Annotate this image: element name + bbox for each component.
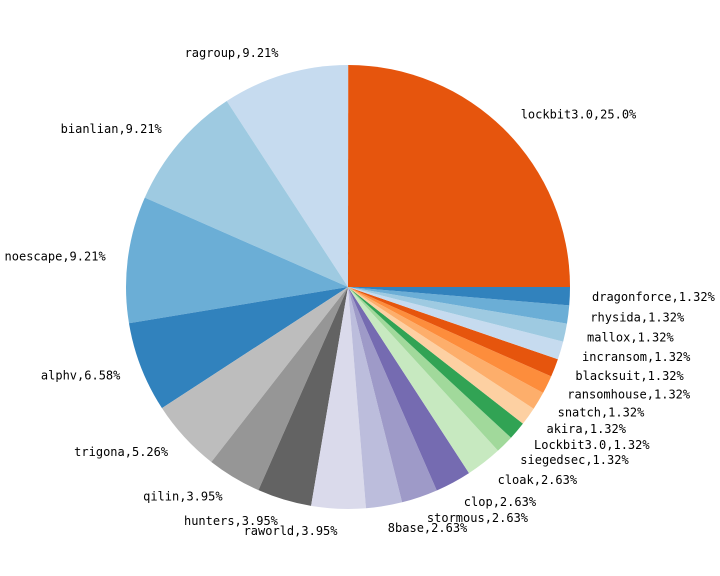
pie-slices bbox=[126, 64, 570, 509]
slice-label: ransomhouse,1.32% bbox=[567, 388, 691, 402]
pie-slice bbox=[128, 287, 348, 409]
slice-label: bianlian,9.21% bbox=[61, 122, 163, 136]
pie-slice bbox=[311, 287, 366, 509]
pie-slice bbox=[258, 287, 348, 506]
slice-label: qilin,3.95% bbox=[143, 490, 223, 504]
pie-slice bbox=[348, 287, 470, 491]
slice-label: hunters,3.95% bbox=[184, 514, 279, 528]
pie-slice bbox=[348, 287, 512, 451]
slice-label: cloak,2.63% bbox=[498, 473, 578, 487]
pie-slice bbox=[211, 287, 348, 491]
pie-slice bbox=[126, 197, 348, 324]
slice-label: trigona,5.26% bbox=[74, 445, 169, 459]
pie-slice bbox=[348, 287, 498, 474]
pie-slice bbox=[348, 287, 570, 306]
pie-slice bbox=[144, 101, 348, 287]
slice-label: mallox,1.32% bbox=[587, 330, 674, 344]
slice-label: Lockbit3.0,1.32% bbox=[534, 438, 650, 452]
pie-slice bbox=[348, 287, 558, 377]
pie-slice bbox=[348, 65, 570, 287]
slice-label: stormous,2.63% bbox=[427, 511, 529, 525]
slice-label: incransom,1.32% bbox=[582, 350, 691, 364]
slice-label: noescape,9.21% bbox=[5, 250, 107, 264]
slice-label: raworld,3.95% bbox=[244, 524, 339, 538]
pie-slice bbox=[348, 287, 544, 409]
pie-slice bbox=[161, 287, 348, 462]
pie-slice bbox=[348, 287, 567, 342]
slice-label: clop,2.63% bbox=[464, 495, 537, 509]
pie-labels: lockbit3.0,25.0% ragroup,9.21% bianlian,9.… bbox=[5, 46, 716, 538]
slice-label: lockbit3.0,25.0% bbox=[521, 107, 637, 121]
pie-slice bbox=[226, 64, 349, 287]
slice-label: ragroup,9.21% bbox=[185, 46, 280, 60]
pie-slice bbox=[348, 287, 437, 503]
pie-slice bbox=[348, 287, 523, 438]
pie-slice bbox=[348, 287, 403, 509]
slice-label: dragonforce,1.32% bbox=[592, 290, 716, 304]
slice-label: snatch,1.32% bbox=[558, 405, 645, 419]
slice-label: blacksuit,1.32% bbox=[575, 369, 684, 383]
pie-slice bbox=[348, 287, 564, 360]
slice-label: siegedsec,1.32% bbox=[520, 453, 629, 467]
pie-slice bbox=[348, 287, 570, 324]
slice-label: alphv,6.58% bbox=[41, 368, 121, 382]
slice-label: 8base,2.63% bbox=[388, 521, 468, 535]
slice-label: rhysida,1.32% bbox=[590, 310, 685, 324]
pie-slice bbox=[348, 287, 534, 424]
pie-slice bbox=[348, 287, 552, 393]
slice-label: akira,1.32% bbox=[547, 422, 627, 436]
